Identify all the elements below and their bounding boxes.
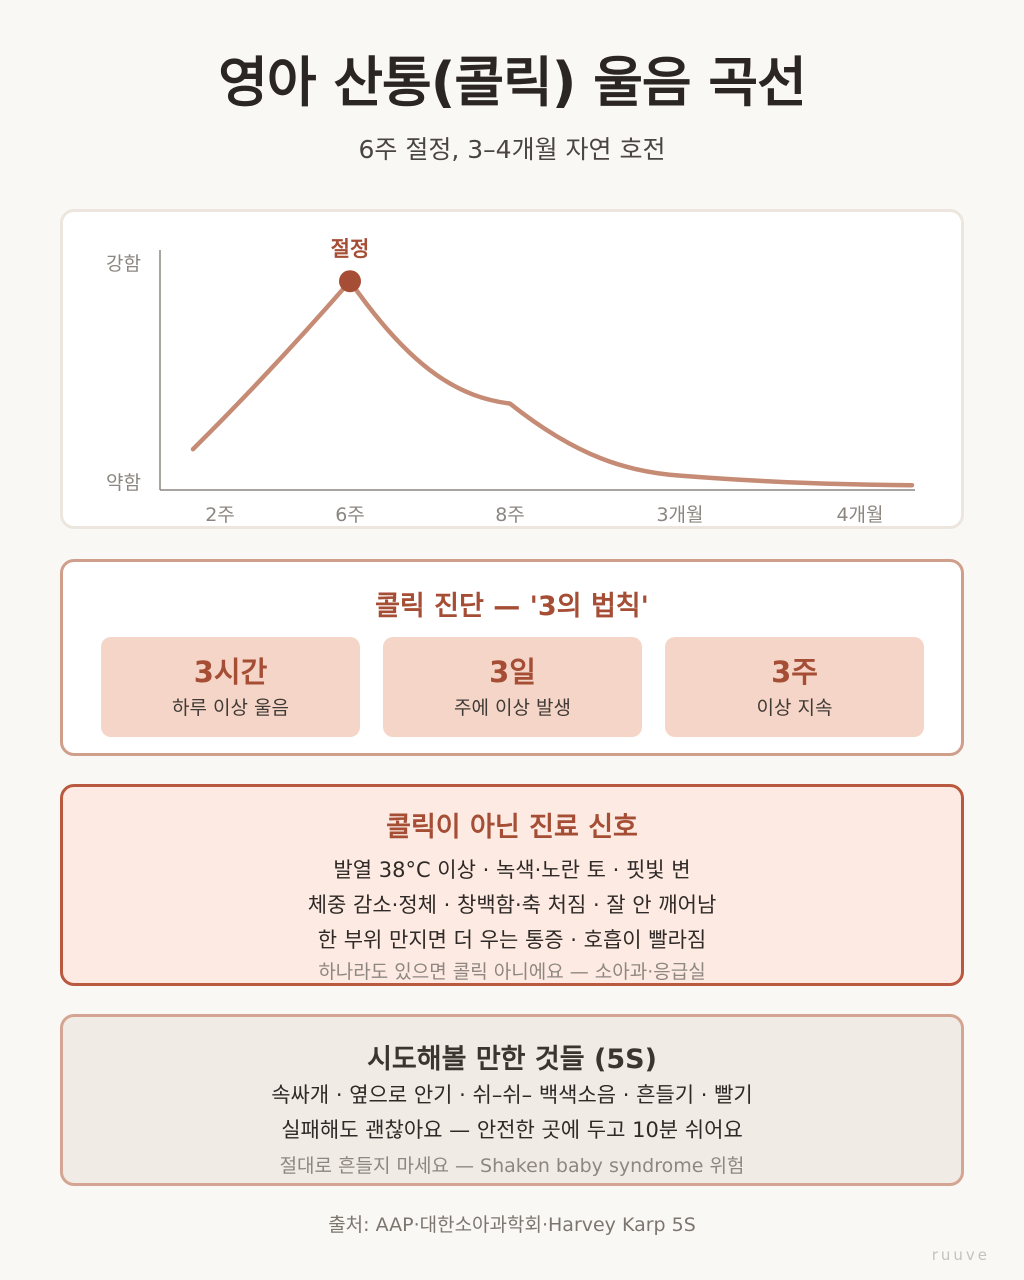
- tips-line: 실패해도 괜찮아요 — 안전한 곳에 두고 10분 쉬어요: [281, 1118, 743, 1142]
- source-credit: 출처: AAP·대한소아과학회·Harvey Karp 5S: [328, 1214, 696, 1236]
- y-label-weak: 약함: [106, 472, 141, 494]
- peak-label: 절정: [331, 237, 370, 261]
- rule-desc: 이상 지속: [756, 697, 833, 719]
- warning-title: 콜릭이 아닌 진료 신호: [386, 812, 638, 843]
- warning-signs-card: 콜릭이 아닌 진료 신호 발열 38°C 이상 · 녹색·노란 토 · 핏빛 변…: [60, 784, 964, 986]
- crying-curve-chart-card: 강함 약함 절정 2주 6주 8주 3개월 4개월: [60, 209, 964, 529]
- rule-value: 3주: [771, 655, 818, 689]
- tips-title: 시도해볼 만한 것들 (5S): [367, 1044, 657, 1075]
- rule-box-weeks: 3주 이상 지속: [665, 637, 924, 737]
- warning-line: 발열 38°C 이상 · 녹색·노란 토 · 핏빛 변: [333, 858, 691, 882]
- warning-note: 하나라도 있으면 콜릭 아니에요 — 소아과·응급실: [318, 961, 706, 983]
- brand-logo: ruuve: [931, 1246, 990, 1264]
- peak-marker: [339, 270, 361, 293]
- rule-desc: 하루 이상 울음: [172, 697, 289, 719]
- warning-line: 한 부위 만지면 더 우는 통증 · 호흡이 빨라짐: [317, 928, 707, 952]
- rule-desc: 주에 이상 발생: [454, 697, 571, 719]
- page-subtitle: 6주 절정, 3–4개월 자연 호전: [358, 135, 666, 164]
- x-tick-label: 2주: [205, 504, 235, 526]
- x-tick-labels: 2주 6주 8주 3개월 4개월: [205, 504, 883, 526]
- page-title: 영아 산통(콜릭) 울음 곡선: [218, 51, 807, 114]
- rule-value: 3시간: [193, 655, 268, 689]
- rule-value: 3일: [489, 655, 536, 689]
- tips-line: 속싸개 · 옆으로 안기 · 쉬–쉬– 백색소음 · 흔들기 · 빨기: [271, 1083, 753, 1107]
- x-tick-label: 4개월: [836, 504, 883, 526]
- tips-note: 절대로 흔들지 마세요 — Shaken baby syndrome 위험: [279, 1155, 745, 1177]
- rule-title: 콜릭 진단 — '3의 법칙': [375, 591, 649, 622]
- rule-box-days: 3일 주에 이상 발생: [383, 637, 642, 737]
- tips-5s-card: 시도해볼 만한 것들 (5S) 속싸개 · 옆으로 안기 · 쉬–쉬– 백색소음…: [60, 1014, 964, 1186]
- crying-curve-chart: 강함 약함 절정 2주 6주 8주 3개월 4개월: [106, 237, 915, 526]
- x-tick-label: 8주: [495, 504, 525, 526]
- rule-of-three-card: 콜릭 진단 — '3의 법칙' 3시간 하루 이상 울음 3일 주에 이상 발생…: [60, 559, 964, 756]
- x-tick-label: 6주: [335, 504, 365, 526]
- y-label-strong: 강함: [106, 253, 141, 275]
- rule-box-hours: 3시간 하루 이상 울음: [101, 637, 360, 737]
- x-tick-label: 3개월: [656, 504, 703, 526]
- warning-line: 체중 감소·정체 · 창백함·축 처짐 · 잘 안 깨어남: [307, 893, 717, 917]
- crying-curve-line: [190, 278, 915, 488]
